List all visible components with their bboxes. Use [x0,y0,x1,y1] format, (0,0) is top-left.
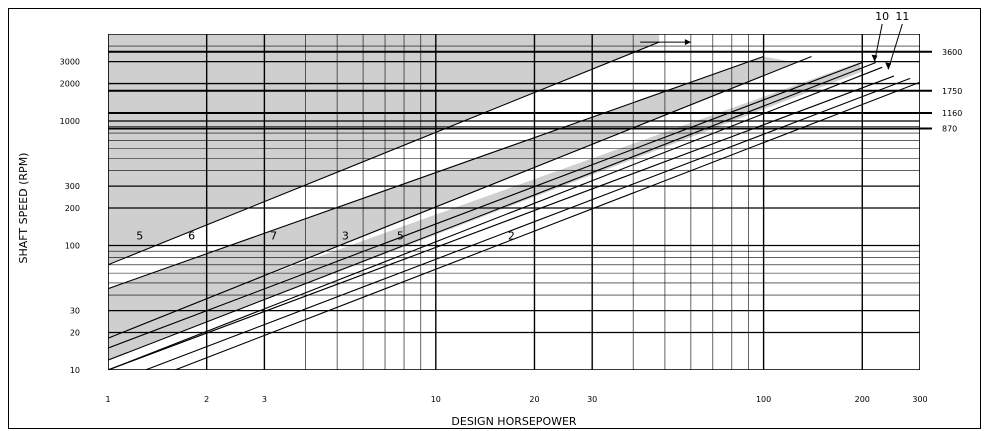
y-tick-label: 2000 [60,80,80,89]
boundary-line-1 [108,41,660,266]
y-tick-label: 200 [65,204,80,213]
y-tick-label: 1000 [60,117,80,126]
x-tick-label: 30 [587,395,597,404]
y-tick-label: 300 [65,182,80,191]
boundary-line-6 [108,66,883,370]
region-label-5: 5 [397,230,404,243]
pointer-arrowhead [885,62,892,70]
region-label-6: 6 [188,230,195,243]
x-tick-label: 100 [756,395,771,404]
speed-label-1750: 1750 [942,87,962,96]
x-tick-label: 3 [262,395,267,404]
x-tick-label: 200 [855,395,870,404]
pointer-arrowhead [871,54,878,62]
chart-frame [8,8,981,429]
region-label-2: 2 [508,230,515,243]
shaded-band-3-5 [108,62,863,361]
y-tick-label: 20 [70,329,80,338]
boundary-line-3 [108,55,812,339]
region-label-7: 7 [270,230,277,243]
region-label-3: 3 [342,230,349,243]
boundary-line-8 [145,77,911,370]
x-tick-label: 2 [204,395,209,404]
y-axis-title: SHAFT SPEED (RPM) [17,153,30,264]
y-tick-label: 100 [65,242,80,251]
speed-label-1160: 1160 [942,109,962,118]
x-axis-title: DESIGN HORSEPOWER [451,415,577,428]
boundary-line-9 [174,81,920,370]
x-tick-label: 300 [912,395,927,404]
y-tick-label: 30 [70,307,80,316]
boundary-line-4 [108,62,863,349]
y-tick-label: 10 [70,366,80,375]
speed-label-3600: 3600 [942,48,962,57]
region-label-5: 5 [136,230,143,243]
y-tick-label: 3000 [60,58,80,67]
region-label-10: 10 [875,10,889,23]
boundary-line-2 [108,55,764,290]
region-label-11: 11 [895,10,909,23]
x-tick-label: 1 [105,395,110,404]
x-tick-label: 10 [431,395,441,404]
x-tick-label: 20 [529,395,539,404]
boundary-line-7 [108,75,895,370]
pointer-arrow [887,23,903,70]
speed-label-870: 870 [942,125,957,134]
band-end-arrowhead [684,39,691,46]
